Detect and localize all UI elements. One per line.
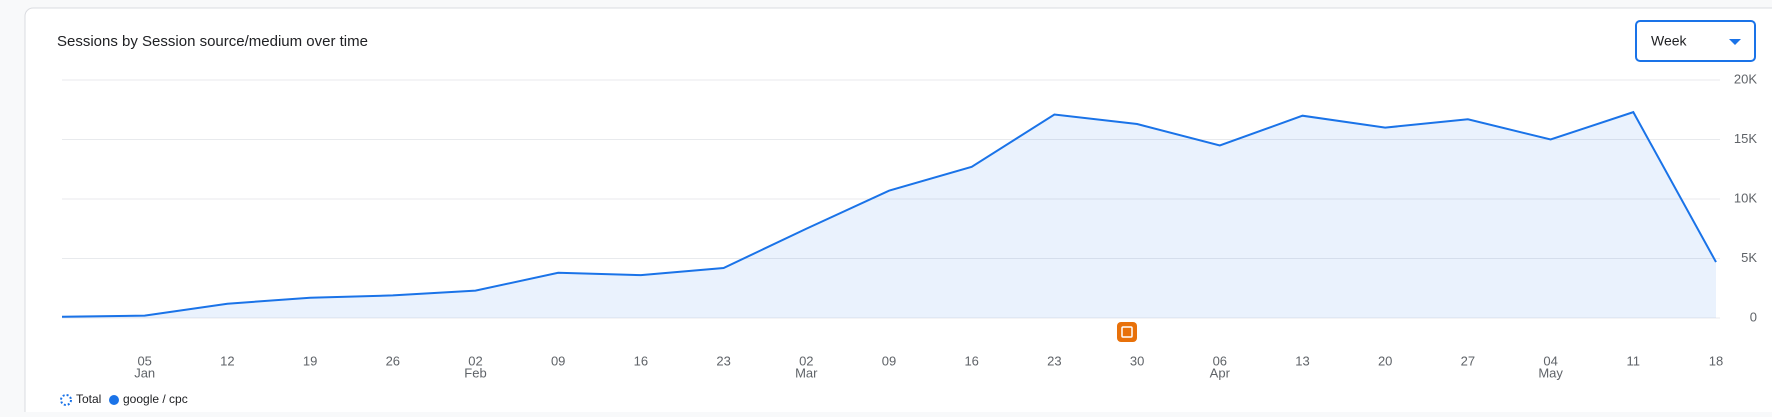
x-tick-label: 13	[1295, 353, 1309, 368]
x-tick-label: 30	[1130, 353, 1144, 368]
y-tick-label: 10K	[1734, 190, 1757, 205]
x-tick-label: 20	[1378, 353, 1392, 368]
legend-swatch	[109, 395, 119, 405]
legend-label[interactable]: google / cpc	[123, 392, 188, 406]
x-tick-label: 26	[386, 353, 400, 368]
x-tick-label: 09	[882, 353, 896, 368]
x-month-label: Apr	[1210, 365, 1231, 380]
x-tick-label: 23	[1047, 353, 1061, 368]
y-tick-label: 20K	[1734, 71, 1757, 86]
x-tick-label: 18	[1709, 353, 1723, 368]
x-tick-label: 09	[551, 353, 565, 368]
x-month-label: May	[1538, 365, 1563, 380]
x-tick-label: 16	[634, 353, 648, 368]
x-month-label: Jan	[134, 365, 155, 380]
x-tick-label: 16	[964, 353, 978, 368]
area-fill	[62, 112, 1716, 318]
series-line	[61, 110, 1717, 318]
x-tick-label: 06	[1213, 353, 1227, 368]
x-tick-label: 02	[468, 353, 482, 368]
period-dropdown[interactable]: Week	[1635, 20, 1756, 62]
x-month-label: Mar	[795, 365, 818, 380]
legend-total-icon	[60, 394, 72, 406]
dropdown-label[interactable]: Week	[1651, 33, 1688, 49]
annotation-badge[interactable]	[1117, 322, 1137, 342]
y-tick-label: 5K	[1741, 250, 1757, 265]
x-tick-label: 11	[1627, 353, 1641, 368]
dropdown-box[interactable]	[1635, 20, 1756, 62]
dropdown-arrow[interactable]	[1729, 39, 1741, 45]
annotation-glyph[interactable]	[1121, 326, 1133, 338]
x-tick-label: 04	[1543, 353, 1557, 368]
card	[24, 7, 1772, 417]
x-tick-label: 02	[799, 353, 813, 368]
x-month-label: Feb	[464, 365, 486, 380]
x-tick-label: 12	[220, 353, 234, 368]
x-tick-label: 23	[716, 353, 730, 368]
x-tick-label: 19	[303, 353, 317, 368]
y-tick-label: 0	[1750, 309, 1757, 324]
legend-total[interactable]: Total	[76, 392, 101, 406]
y-tick-label: 15K	[1734, 131, 1757, 146]
x-tick-label: 27	[1461, 353, 1475, 368]
annotation-icon[interactable]	[1117, 322, 1137, 342]
chart-title: Sessions by Session source/medium over t…	[57, 33, 368, 50]
x-tick-label: 05	[137, 353, 151, 368]
